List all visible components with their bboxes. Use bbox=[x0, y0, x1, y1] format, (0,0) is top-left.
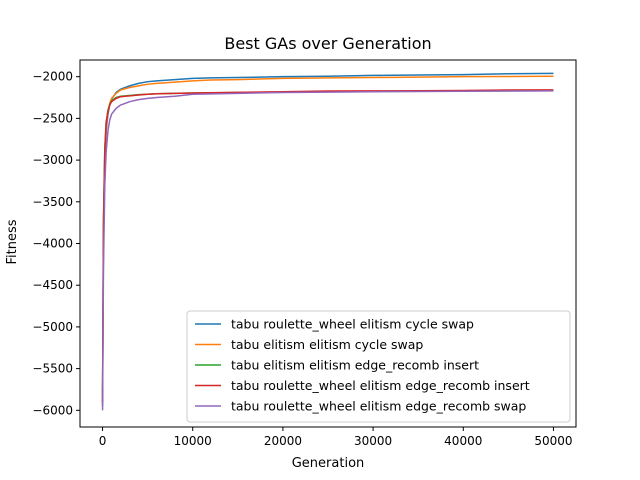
y-tick-label: −3000 bbox=[32, 153, 73, 167]
series-line-4 bbox=[101, 89, 554, 402]
y-tick-label: −6000 bbox=[32, 403, 73, 417]
x-tick-label: 40000 bbox=[444, 434, 482, 448]
legend-entry-label: tabu roulette_wheel elitism edge_recomb … bbox=[231, 378, 530, 393]
x-tick-label: 30000 bbox=[354, 434, 392, 448]
x-tick-label: 50000 bbox=[534, 434, 572, 448]
legend-box bbox=[186, 310, 571, 423]
y-tick-label: −5000 bbox=[32, 320, 73, 334]
series-line-5 bbox=[101, 90, 554, 411]
legend-entry-label: tabu elitism elitism cycle swap bbox=[231, 337, 423, 352]
x-axis-label: Generation bbox=[292, 456, 365, 471]
x-tick-label: 20000 bbox=[264, 434, 302, 448]
legend-entry-label: tabu roulette_wheel elitism edge_recomb … bbox=[231, 399, 526, 414]
x-tick-label: 0 bbox=[99, 434, 107, 448]
plot-area-frame bbox=[79, 59, 577, 428]
series-layer bbox=[101, 72, 554, 411]
legend: tabu roulette_wheel elitism cycle swap ta… bbox=[186, 310, 571, 423]
legend-entry-label: tabu roulette_wheel elitism cycle swap bbox=[231, 317, 474, 332]
y-tick-label: −2500 bbox=[32, 111, 73, 125]
legend-entry-label: tabu elitism elitism edge_recomb insert bbox=[231, 358, 479, 373]
y-tick-label: −5500 bbox=[32, 362, 73, 376]
y-tick-label: −2000 bbox=[32, 70, 73, 84]
y-tick-label: −4500 bbox=[32, 278, 73, 292]
y-tick-label: −3500 bbox=[32, 195, 73, 209]
x-tick-label: 10000 bbox=[174, 434, 212, 448]
ticks-layer: 0 10000 20000 30000 40000 50000 −6000 −5500 −500… bbox=[32, 70, 572, 448]
y-axis-label: Fitness bbox=[5, 219, 20, 264]
chart-title: Best GAs over Generation bbox=[224, 34, 431, 53]
y-tick-label: −4000 bbox=[32, 237, 73, 251]
